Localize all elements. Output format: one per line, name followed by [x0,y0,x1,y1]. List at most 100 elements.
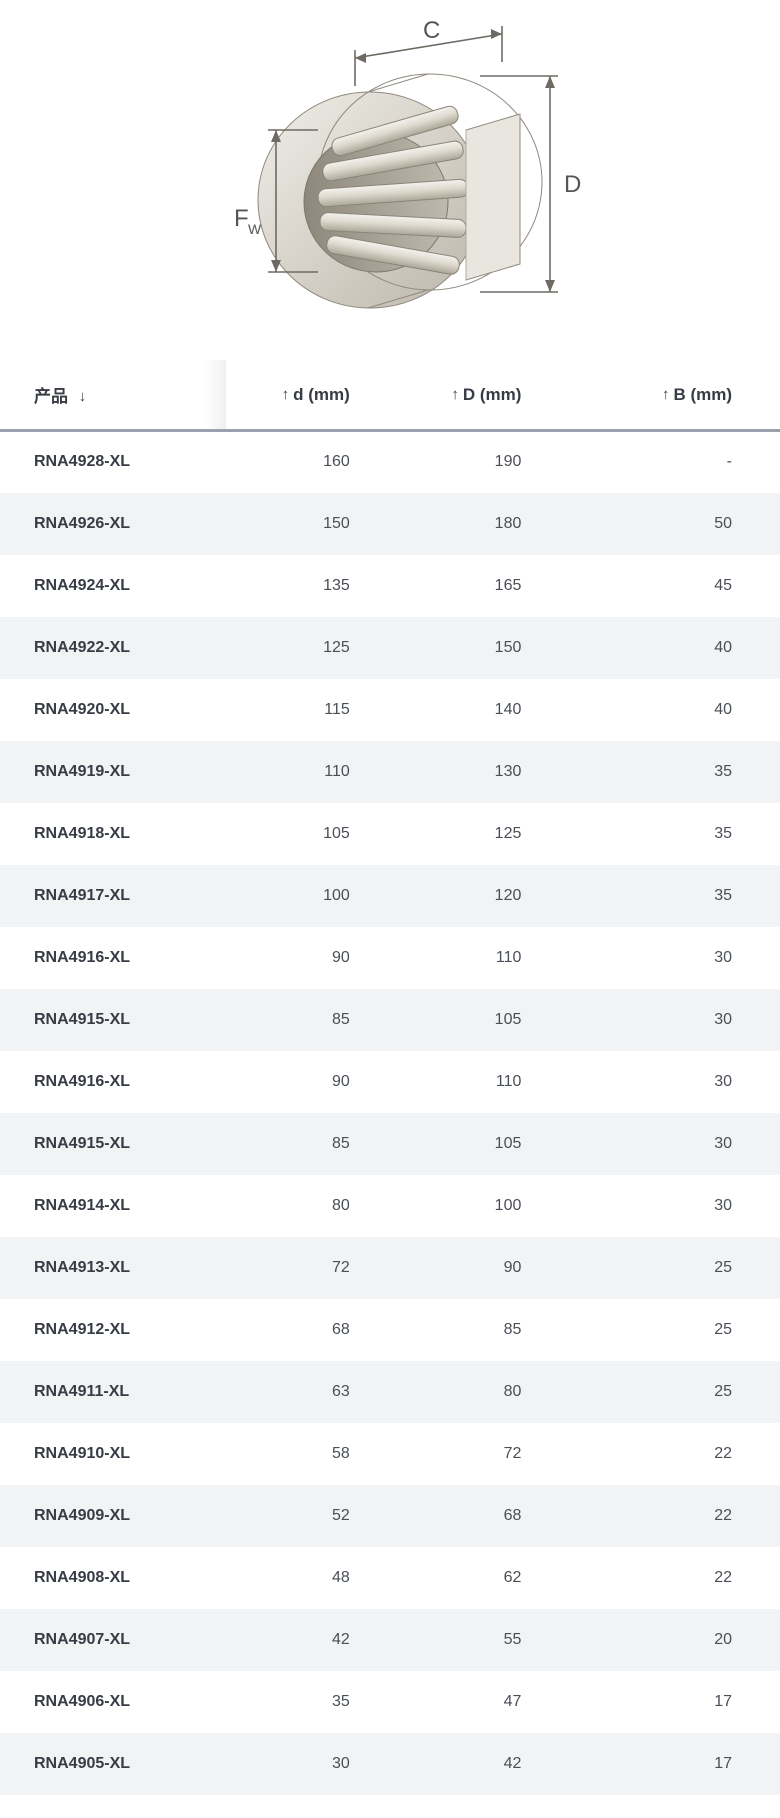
cell-d-outer: 72 [398,1423,570,1485]
cell-product[interactable]: RNA4922-XL [0,617,226,679]
cell-product[interactable]: RNA4908-XL [0,1547,226,1609]
cell-product[interactable]: RNA4928-XL [0,431,226,493]
cell-b: - [569,431,780,493]
cell-d: 30 [226,1733,398,1795]
table-row[interactable]: RNA4906-XL354717 [0,1671,780,1733]
cell-product[interactable]: RNA4909-XL [0,1485,226,1547]
col-header-d-outer[interactable]: ↑D (mm) [398,360,570,431]
dim-label-d-outer: D [564,171,581,198]
cell-product[interactable]: RNA4916-XL [0,1051,226,1113]
dim-label-fw-sub: W [248,221,262,237]
table-row[interactable]: RNA4917-XL10012035 [0,865,780,927]
table-row[interactable]: RNA4908-XL486222 [0,1547,780,1609]
table-row[interactable]: RNA4924-XL13516545 [0,555,780,617]
cell-d: 150 [226,493,398,555]
table-row[interactable]: RNA4914-XL8010030 [0,1175,780,1237]
col-header-b[interactable]: ↑B (mm) [569,360,780,431]
cell-product[interactable]: RNA4913-XL [0,1237,226,1299]
table-row[interactable]: RNA4916-XL9011030 [0,927,780,989]
cell-product[interactable]: RNA4919-XL [0,741,226,803]
cell-d: 35 [226,1671,398,1733]
cell-b: 40 [569,679,780,741]
cell-d: 125 [226,617,398,679]
cell-d: 85 [226,1113,398,1175]
table-row[interactable]: RNA4913-XL729025 [0,1237,780,1299]
col-header-b-label: B (mm) [673,385,732,404]
table-row[interactable]: RNA4915-XL8510530 [0,1113,780,1175]
col-header-d-label: d (mm) [293,385,350,404]
cell-b: 35 [569,865,780,927]
cell-b: 17 [569,1733,780,1795]
cell-d: 42 [226,1609,398,1671]
table-row[interactable]: RNA4922-XL12515040 [0,617,780,679]
table-row[interactable]: RNA4919-XL11013035 [0,741,780,803]
table-row[interactable]: RNA4910-XL587222 [0,1423,780,1485]
cell-product[interactable]: RNA4920-XL [0,679,226,741]
cell-product[interactable]: RNA4905-XL [0,1733,226,1795]
cell-d-outer: 55 [398,1609,570,1671]
cell-product[interactable]: RNA4917-XL [0,865,226,927]
cell-b: 25 [569,1299,780,1361]
cell-d: 68 [226,1299,398,1361]
cell-d-outer: 125 [398,803,570,865]
cell-product[interactable]: RNA4914-XL [0,1175,226,1237]
table-row[interactable]: RNA4920-XL11514040 [0,679,780,741]
cell-product[interactable]: RNA4924-XL [0,555,226,617]
table-header-row: 产品 ↓ ↑d (mm) ↑D (mm) ↑B (mm) [0,360,780,431]
cell-d: 110 [226,741,398,803]
cell-product[interactable]: RNA4912-XL [0,1299,226,1361]
cell-d: 63 [226,1361,398,1423]
table-row[interactable]: RNA4909-XL526822 [0,1485,780,1547]
dim-label-fw: F [234,205,249,232]
product-spec-table: 产品 ↓ ↑d (mm) ↑D (mm) ↑B (mm) RNA4928-XL1… [0,360,780,1795]
cell-product[interactable]: RNA4907-XL [0,1609,226,1671]
bearing-dimension-diagram: C D F W [0,0,780,360]
table-row[interactable]: RNA4911-XL638025 [0,1361,780,1423]
cell-d-outer: 47 [398,1671,570,1733]
cell-d-outer: 190 [398,431,570,493]
cell-product[interactable]: RNA4911-XL [0,1361,226,1423]
table-row[interactable]: RNA4915-XL8510530 [0,989,780,1051]
table-row[interactable]: RNA4912-XL688525 [0,1299,780,1361]
cell-b: 22 [569,1547,780,1609]
cell-b: 22 [569,1485,780,1547]
cell-product[interactable]: RNA4906-XL [0,1671,226,1733]
cell-d-outer: 180 [398,493,570,555]
table-row[interactable]: RNA4907-XL425520 [0,1609,780,1671]
cell-d: 100 [226,865,398,927]
cell-b: 35 [569,803,780,865]
cell-b: 30 [569,1051,780,1113]
cell-product[interactable]: RNA4915-XL [0,1113,226,1175]
cell-b: 30 [569,1175,780,1237]
cell-product[interactable]: RNA4926-XL [0,493,226,555]
sort-arrow-icon: ↑ [662,386,670,403]
table-row[interactable]: RNA4928-XL160190- [0,431,780,493]
table-row[interactable]: RNA4905-XL304217 [0,1733,780,1795]
cell-d-outer: 85 [398,1299,570,1361]
cell-product[interactable]: RNA4918-XL [0,803,226,865]
dim-label-c: C [423,20,440,44]
cell-b: 30 [569,1113,780,1175]
cell-b: 17 [569,1671,780,1733]
bearing-svg: C D F W [180,20,600,340]
cell-d: 80 [226,1175,398,1237]
cell-d-outer: 110 [398,927,570,989]
col-header-d-outer-label: D (mm) [463,385,522,404]
cell-d: 48 [226,1547,398,1609]
col-header-d[interactable]: ↑d (mm) [226,360,398,431]
cell-d: 72 [226,1237,398,1299]
table-row[interactable]: RNA4916-XL9011030 [0,1051,780,1113]
cell-product[interactable]: RNA4916-XL [0,927,226,989]
table-row[interactable]: RNA4918-XL10512535 [0,803,780,865]
cell-b: 22 [569,1423,780,1485]
table-row[interactable]: RNA4926-XL15018050 [0,493,780,555]
cell-d-outer: 150 [398,617,570,679]
cell-product[interactable]: RNA4910-XL [0,1423,226,1485]
cell-d: 90 [226,927,398,989]
col-header-product[interactable]: 产品 ↓ [0,360,226,431]
cell-d: 160 [226,431,398,493]
cell-b: 25 [569,1361,780,1423]
col-header-product-label: 产品 [34,387,68,406]
cell-b: 50 [569,493,780,555]
cell-product[interactable]: RNA4915-XL [0,989,226,1051]
